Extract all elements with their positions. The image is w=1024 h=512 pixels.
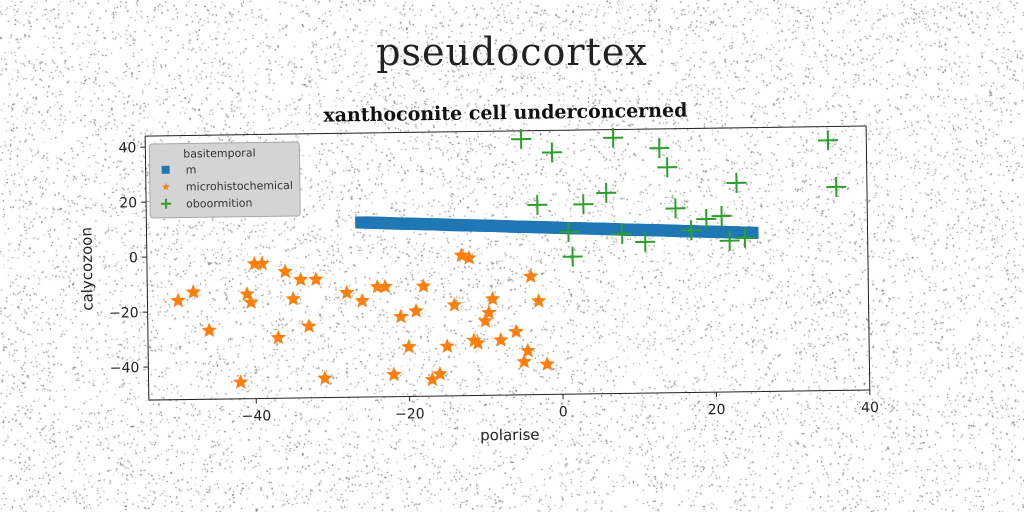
point-oboormition — [527, 194, 548, 215]
point-microhistochemical — [401, 338, 417, 354]
point-oboormition — [596, 182, 617, 203]
point-oboormition — [541, 142, 562, 163]
point-microhistochemical — [232, 374, 249, 389]
x-tick-label: 20 — [708, 402, 726, 418]
point-oboormition — [826, 176, 847, 197]
y-tick-label: 20 — [119, 195, 137, 211]
legend-label-m: m — [186, 163, 197, 176]
x-tick-label: 0 — [559, 404, 568, 420]
point-microhistochemical — [254, 255, 270, 271]
point-microhistochemical — [377, 278, 393, 294]
point-microhistochemical — [308, 271, 324, 286]
point-oboormition — [726, 172, 747, 193]
series-m — [355, 216, 759, 240]
point-oboormition — [649, 138, 670, 159]
legend-marker-m — [161, 165, 170, 174]
x-tick-label: 40 — [861, 400, 879, 416]
point-microhistochemical — [539, 356, 555, 371]
point-microhistochemical — [285, 291, 301, 306]
series-microhistochemical — [170, 247, 555, 389]
point-microhistochemical — [317, 370, 333, 385]
point-microhistochemical — [415, 278, 431, 293]
point-microhistochemical — [531, 293, 547, 308]
point-microhistochemical — [523, 268, 539, 283]
legend-label-microhistochemical: microhistochemical — [186, 179, 293, 193]
point-microhistochemical — [170, 292, 186, 308]
point-oboormition — [657, 157, 678, 178]
y-tick-label: −40 — [110, 360, 140, 376]
y-tick-label: 0 — [129, 250, 138, 266]
legend-marker-microhistochemical — [162, 182, 170, 191]
y-axis-label: calycozoon — [77, 227, 96, 311]
point-microhistochemical — [369, 278, 385, 294]
point-oboormition — [681, 220, 702, 241]
legend-marker-oboormition — [161, 198, 172, 209]
point-oboormition — [612, 223, 633, 244]
point-microhistochemical — [393, 308, 409, 324]
y-tick-label: −20 — [109, 305, 139, 321]
legend-entry-oboormition: oboormition — [161, 197, 253, 211]
point-oboormition — [696, 208, 717, 230]
point-microhistochemical — [386, 366, 402, 382]
point-oboormition — [817, 130, 838, 151]
legend-entry-m: m — [161, 163, 197, 177]
legend: basitemporal m microhistochemical oboormit… — [148, 141, 301, 219]
point-microhistochemical — [485, 291, 501, 306]
point-microhistochemical — [516, 353, 532, 369]
legend-box — [148, 141, 301, 219]
point-microhistochemical — [270, 329, 286, 345]
y-tick-label: 40 — [118, 140, 136, 156]
point-m — [746, 226, 759, 240]
point-microhistochemical — [439, 338, 455, 353]
point-microhistochemical — [301, 318, 317, 333]
x-axis-label: polarise — [480, 426, 540, 445]
point-microhistochemical — [277, 263, 293, 279]
point-microhistochemical — [246, 255, 262, 271]
point-oboormition — [734, 227, 755, 248]
point-oboormition — [665, 198, 686, 219]
series-oboormition — [511, 127, 847, 267]
legend-label-oboormition: oboormition — [186, 197, 253, 211]
axis-ticks: −40 −20 0 20 40 −40 −20 0 20 40 — [109, 140, 879, 425]
point-microhistochemical — [185, 284, 201, 299]
point-microhistochemical — [201, 322, 217, 337]
point-microhistochemical — [446, 297, 462, 312]
point-microhistochemical — [243, 294, 259, 309]
x-tick-label: −40 — [242, 408, 272, 424]
axes-frame — [144, 125, 871, 401]
point-microhistochemical — [339, 284, 355, 300]
point-microhistochemical — [493, 332, 509, 347]
point-oboormition — [573, 194, 594, 215]
point-microhistochemical — [470, 335, 486, 350]
figure-suptitle: pseudocortex — [376, 30, 648, 74]
point-microhistochemical — [432, 365, 448, 381]
point-microhistochemical — [461, 250, 477, 265]
data-marks — [170, 127, 847, 389]
point-microhistochemical — [408, 303, 424, 318]
point-oboormition — [511, 129, 532, 150]
legend-entries: m microhistochemical oboormition — [161, 163, 293, 211]
point-oboormition — [603, 127, 624, 148]
point-microhistochemical — [354, 292, 370, 308]
point-microhistochemical — [508, 323, 524, 339]
point-oboormition — [562, 246, 583, 267]
legend-title: basitemporal — [183, 147, 256, 161]
x-tick-label: −20 — [395, 406, 425, 422]
chart-title: xanthoconite cell underconcerned — [323, 100, 687, 127]
point-microhistochemical — [520, 342, 536, 358]
point-oboormition — [558, 221, 579, 242]
point-microhistochemical — [477, 313, 493, 328]
point-microhistochemical — [481, 304, 497, 320]
point-oboormition — [711, 206, 732, 227]
point-oboormition — [635, 231, 656, 252]
point-microhistochemical — [292, 271, 309, 287]
legend-entry-microhistochemical: microhistochemical — [162, 179, 293, 194]
point-microhistochemical — [424, 371, 440, 387]
point-oboormition — [719, 230, 740, 251]
